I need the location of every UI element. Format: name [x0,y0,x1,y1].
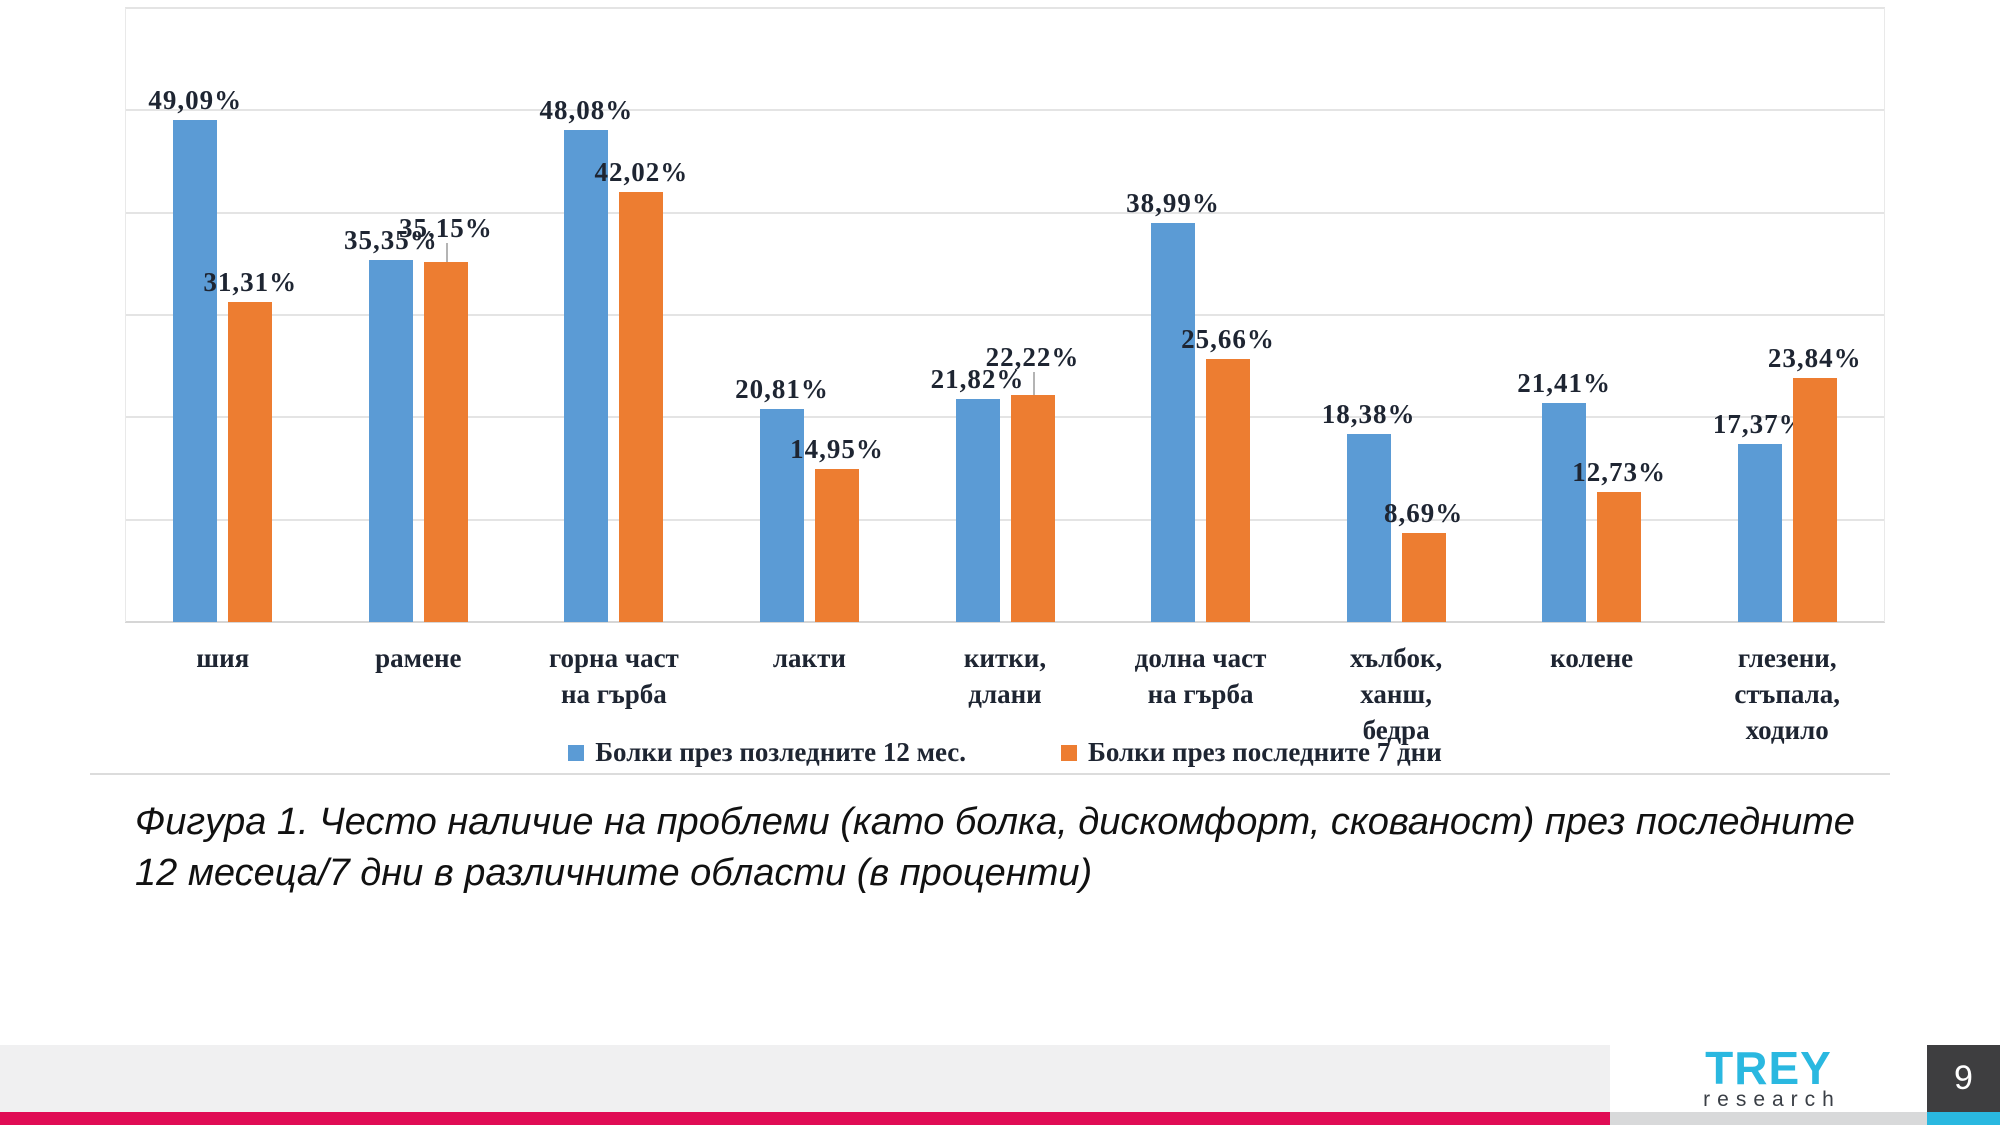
bar-series1-cat6 [1401,533,1446,622]
logo-box: TREY research [1610,1045,1927,1112]
value-label-series0-cat1: 35,35% [343,225,438,256]
bar-series1-cat8 [1792,378,1837,622]
gridline-50 [125,109,1885,112]
footer-accent-bar-gray [1610,1112,1927,1125]
legend-label-1: Болки през последните 7 дни [1088,737,1442,767]
trey-logo-subtitle: research [1703,1087,1841,1111]
bar-series0-cat0 [173,119,218,622]
plot-border-left [125,8,126,622]
bar-series1-cat3 [814,469,859,622]
value-label-series0-cat0: 49,09% [148,84,243,115]
value-label-series1-cat0: 31,31% [203,266,298,297]
value-label-series1-cat2: 42,02% [594,156,689,187]
value-label-series0-cat6: 18,38% [1321,398,1416,429]
value-label-series1-cat8: 23,84% [1767,343,1862,374]
value-label-series0-cat5: 38,99% [1126,188,1220,218]
bar-series0-cat8 [1737,444,1782,622]
value-label-series0-cat3: 20,81% [735,374,829,405]
bar-series0-cat3 [759,409,804,622]
value-label-series1-cat7: 12,73% [1572,456,1667,487]
footer-band [0,1045,1610,1112]
chart-bottom-border [90,773,1890,775]
figure-caption: Фигура 1. Често наличие на проблеми (кат… [135,797,1855,899]
legend-swatch-icon-1 [1061,744,1078,761]
legend-item-0: Болки през позледните 12 мес. [568,737,966,768]
value-label-series1-cat6: 8,69% [1383,498,1464,529]
bar-series1-cat1 [423,262,468,622]
bar-series1-cat2 [619,191,664,622]
value-label-series0-cat2: 48,08% [539,94,634,125]
label-leader-line-series1-cat1 [445,243,448,263]
plot-border-right [1884,8,1885,622]
label-leader-line-series1-cat4 [1032,371,1035,395]
gridline-30 [125,314,1885,316]
caption-line-1: Фигура 1. Често наличие на проблеми (кат… [135,801,1855,843]
category-label-1: рамене [375,643,462,673]
value-label-series1-cat1: 35,15% [398,213,493,244]
gridline-60 [125,7,1885,9]
gridline-20 [125,416,1885,419]
grouped-bar-chart: шия 49,09% 31,31% рамене 35,35% 35,15% горна ч… [125,7,1885,768]
legend-label-0: Болки през позледните 12 мес. [595,737,967,767]
value-label-series1-cat4: 22,22% [985,341,1080,372]
category-label-0: шия [196,643,250,673]
value-label-series1-cat3: 14,95% [790,434,884,464]
trey-logo: TREY [1705,1041,1832,1094]
category-label-8: глезени, стъпала, ходило [1734,643,1841,745]
category-label-4: китки, длани [963,643,1047,709]
bar-series0-cat1 [368,260,413,622]
value-label-series1-cat5: 25,66% [1181,324,1275,355]
chart-legend: Болки през позледните 12 мес. Болки през … [125,737,1885,768]
bar-series1-cat4 [1010,394,1055,622]
value-label-series0-cat7: 21,41% [1517,367,1612,398]
category-label-6: хълбок, ханш, бедра [1349,643,1443,745]
bar-series1-cat5 [1206,359,1251,622]
gridline-40 [125,211,1885,214]
value-label-series0-cat4: 21,82% [930,363,1025,394]
value-label-series0-cat8: 17,37% [1712,409,1807,440]
footer-accent-bar-cyan [1927,1112,2000,1125]
bar-series0-cat7 [1542,402,1587,622]
bar-series0-cat5 [1151,223,1196,622]
category-label-7: колене [1550,643,1634,673]
page-number-box: 9 [1927,1045,2000,1112]
bar-series1-cat7 [1597,491,1642,622]
bar-series1-cat0 [228,301,273,622]
bar-series0-cat4 [955,398,1000,622]
gridline-10 [125,518,1885,521]
legend-swatch-icon-0 [568,744,585,761]
gridline-0 [125,621,1885,623]
caption-line-2: 12 месеца/7 дни в различните области (в … [135,852,1093,894]
category-label-5: долна част на гърба [1134,643,1267,709]
bar-series0-cat6 [1346,433,1391,622]
footer-accent-bar-magenta [0,1112,1610,1125]
category-label-3: лакти [772,643,846,673]
page-number: 9 [1954,1059,1973,1097]
category-label-2: горна част на гърба [548,643,679,709]
legend-item-1: Болки през последните 7 дни [1061,737,1442,768]
bar-series0-cat2 [564,129,609,622]
